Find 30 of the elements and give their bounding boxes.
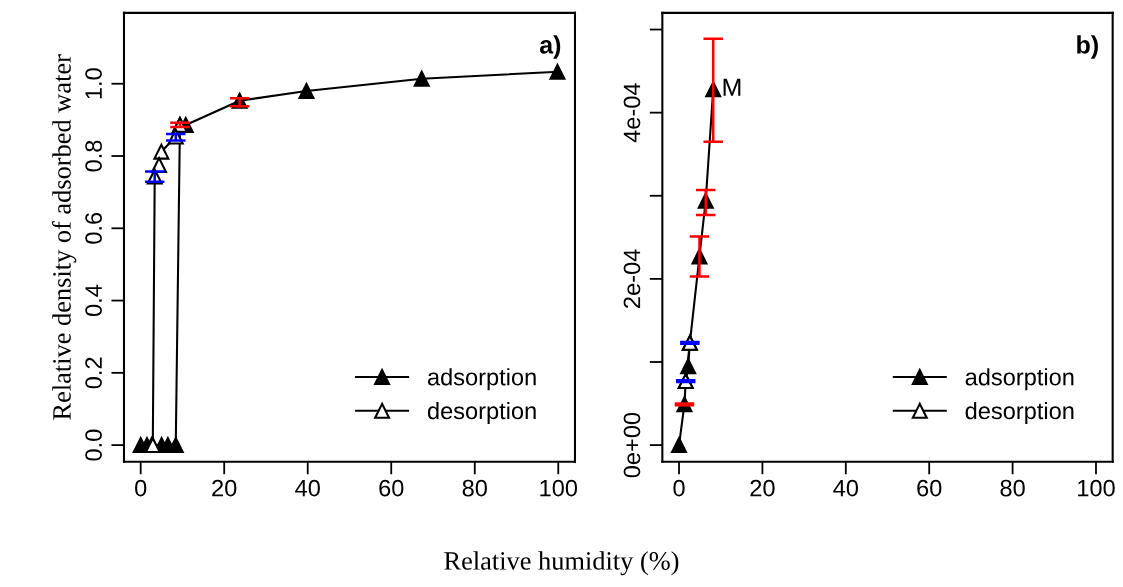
y-tick-label: 0.4 — [85, 284, 102, 317]
x-axis-title: Relative humidity (%) — [444, 551, 679, 576]
x-tick-label: 80 — [462, 479, 487, 497]
y-tick-label: 0e+00 — [623, 412, 641, 478]
y-tick-label: 0.6 — [85, 212, 102, 244]
x-tick-label: 80 — [1000, 479, 1025, 497]
x-tick-label: 100 — [540, 479, 578, 497]
x-tick-label: 0 — [135, 479, 147, 497]
legend-label: adsorption — [965, 368, 1074, 391]
x-tick-label: 60 — [379, 479, 404, 497]
x-tick-label: 60 — [917, 479, 942, 497]
y-axis-title: Relative density of adsorbed water — [52, 54, 77, 420]
x-tick-label: 100 — [1078, 479, 1115, 497]
x-tick-label: 20 — [212, 479, 237, 497]
y-tick-label: 0.8 — [85, 140, 102, 172]
annotation: a) — [539, 35, 561, 59]
legend-label: adsorption — [427, 368, 536, 391]
y-tick-label: 0.0 — [85, 429, 102, 461]
x-tick-label: 20 — [750, 479, 775, 497]
legend-label: desorption — [965, 401, 1074, 424]
y-tick-label: 4e-04 — [623, 83, 641, 143]
annotation: M — [723, 78, 741, 96]
x-tick-label: 0 — [673, 479, 685, 497]
x-tick-label: 40 — [295, 479, 320, 497]
annotation: b) — [1077, 35, 1098, 59]
legend-label: desorption — [427, 401, 536, 424]
y-tick-label: 2e-04 — [623, 249, 641, 308]
x-tick-label: 40 — [833, 479, 859, 497]
y-tick-label: 1.0 — [85, 68, 102, 99]
y-tick-label: 0.2 — [85, 357, 102, 389]
